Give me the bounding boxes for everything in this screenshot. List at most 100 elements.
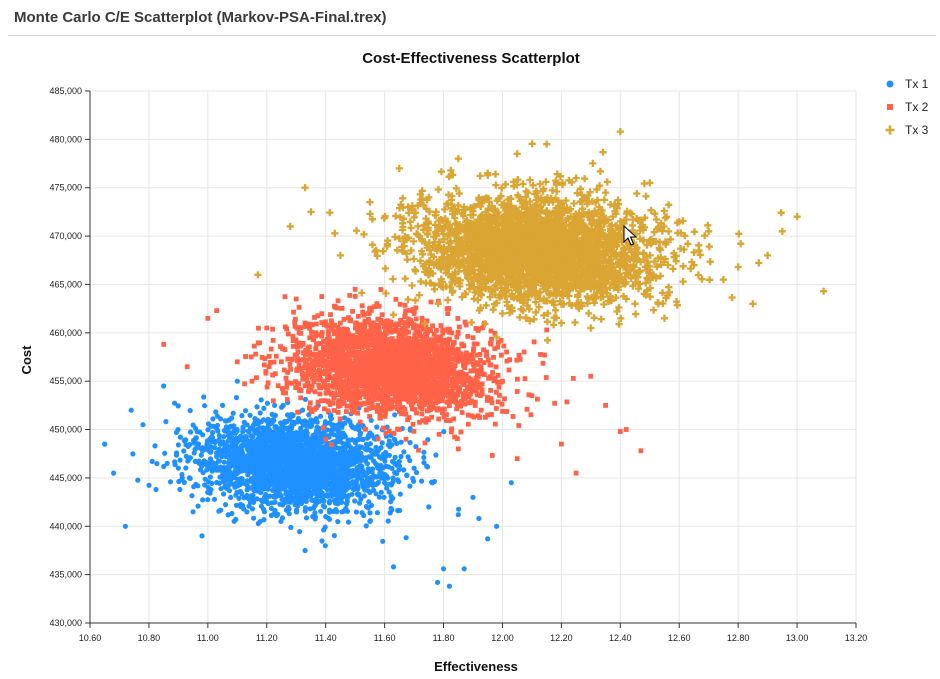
data-point [446, 583, 452, 589]
data-point [369, 432, 375, 438]
data-point [303, 515, 310, 521]
data-point [366, 454, 372, 460]
data-point [195, 441, 202, 447]
data-point [230, 410, 236, 416]
x-tick-label: 11.20 [256, 633, 278, 643]
data-point [192, 425, 199, 431]
data-point [349, 406, 355, 411]
data-point [373, 491, 379, 497]
data-point [386, 452, 392, 458]
data-point [294, 382, 300, 387]
data-point [295, 409, 300, 415]
data-point [185, 443, 191, 449]
data-point [338, 430, 344, 436]
data-point [383, 430, 389, 436]
data-point [395, 348, 401, 354]
data-point [516, 423, 522, 428]
data-point [385, 338, 391, 344]
data-point [321, 469, 327, 475]
data-point [244, 509, 250, 515]
data-point [401, 449, 407, 455]
data-point [510, 414, 516, 419]
data-point [331, 395, 337, 401]
data-point [345, 417, 351, 423]
data-point [223, 442, 229, 448]
data-point [192, 458, 198, 464]
y-tick-label: 470,000 [49, 231, 82, 241]
data-point [339, 486, 345, 492]
data-point [389, 458, 396, 465]
data-point [297, 388, 302, 393]
data-point [149, 458, 155, 464]
data-point [130, 451, 136, 457]
data-point [438, 361, 444, 367]
data-point [363, 523, 369, 529]
data-point [233, 395, 240, 401]
data-point [265, 380, 271, 386]
data-point [397, 507, 403, 514]
data-point [315, 399, 321, 405]
data-point [152, 443, 158, 449]
data-point [241, 460, 247, 466]
data-point [222, 502, 229, 508]
data-point [366, 499, 372, 505]
data-point [396, 467, 402, 473]
data-point [535, 396, 540, 402]
data-point [236, 495, 242, 501]
data-point [388, 505, 394, 512]
data-point [302, 547, 308, 554]
data-point [361, 512, 367, 519]
data-point [429, 480, 435, 486]
data-point [468, 368, 474, 374]
data-point [328, 318, 334, 324]
data-point [320, 425, 326, 431]
data-point [302, 433, 309, 439]
data-point [259, 436, 266, 442]
data-point [280, 346, 285, 351]
data-point [291, 484, 297, 490]
data-point [517, 357, 523, 362]
data-point [331, 533, 337, 539]
data-point [356, 492, 362, 498]
data-point [301, 350, 307, 356]
data-point [347, 317, 353, 323]
data-point [231, 423, 237, 429]
data-point [314, 452, 321, 458]
data-point [458, 429, 464, 435]
data-point [296, 468, 302, 475]
data-point [200, 470, 206, 476]
data-point [222, 418, 228, 424]
data-point [367, 518, 373, 525]
data-point [244, 422, 250, 428]
data-point [295, 454, 301, 460]
data-point [293, 461, 299, 467]
y-tick-label: 440,000 [49, 521, 82, 531]
data-point [455, 436, 460, 442]
data-point [263, 370, 269, 376]
data-point [268, 512, 274, 519]
data-point [451, 383, 457, 389]
data-point [286, 435, 292, 441]
data-point [254, 496, 260, 502]
data-point [229, 439, 235, 445]
data-point [251, 515, 257, 521]
data-point [374, 510, 380, 516]
data-point [295, 367, 301, 372]
data-point [296, 304, 302, 310]
data-point [441, 429, 447, 435]
data-point [276, 470, 282, 476]
data-point [335, 392, 341, 398]
data-point [479, 381, 485, 387]
data-point [422, 399, 428, 405]
data-point [341, 415, 348, 421]
data-point [248, 438, 254, 444]
data-point [346, 437, 352, 443]
data-point [320, 345, 326, 350]
data-point [325, 340, 330, 345]
data-point [241, 495, 247, 501]
data-point [233, 516, 239, 523]
data-point [335, 298, 341, 304]
data-point [210, 430, 216, 436]
data-point [402, 314, 408, 320]
